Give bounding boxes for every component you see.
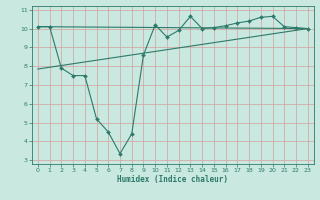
- X-axis label: Humidex (Indice chaleur): Humidex (Indice chaleur): [117, 175, 228, 184]
